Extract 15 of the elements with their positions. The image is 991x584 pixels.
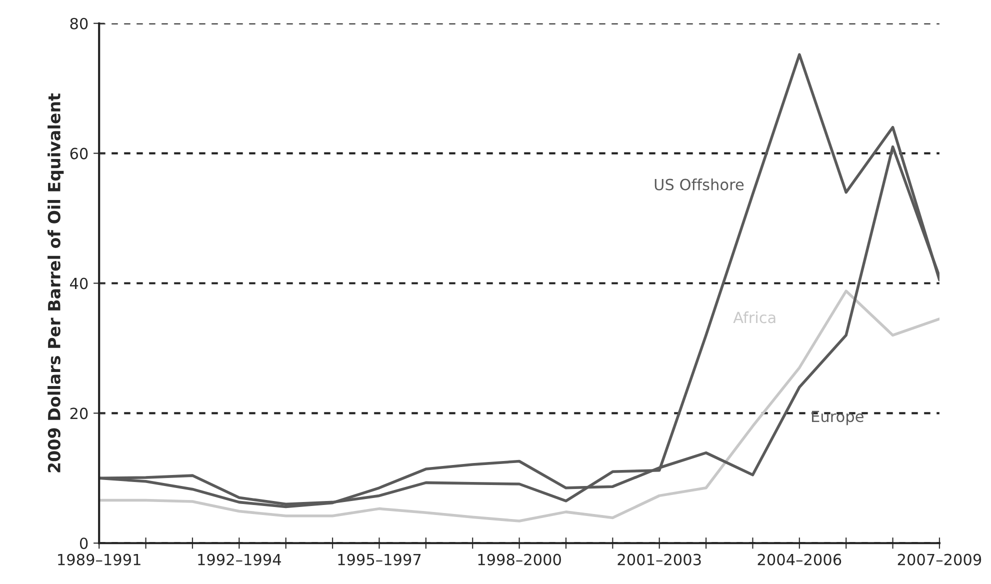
y-tick-label: 40 — [70, 278, 88, 290]
x-tick-label: 2004–2006 — [758, 554, 842, 566]
y-tick-label: 0 — [80, 538, 88, 550]
x-tick-label: 2001–2003 — [618, 554, 701, 566]
series-label: US Offshore — [654, 178, 744, 190]
x-tick-label: 1995–1997 — [338, 554, 421, 566]
y-tick-label: 80 — [70, 18, 88, 30]
x-tick-label: 1998–2000 — [478, 554, 561, 566]
y-axis-title: 2009 Dollars Per Barrel of Oil Equivalent — [48, 93, 64, 472]
x-tick-label: 2007–2009 — [898, 554, 982, 566]
series-label: Europe — [812, 410, 864, 426]
x-tick-label: 1989–1991 — [58, 554, 140, 566]
y-tick-label: 20 — [70, 408, 88, 420]
x-tick-label: 1992–1994 — [198, 554, 282, 566]
y-tick-label: 60 — [70, 148, 88, 160]
